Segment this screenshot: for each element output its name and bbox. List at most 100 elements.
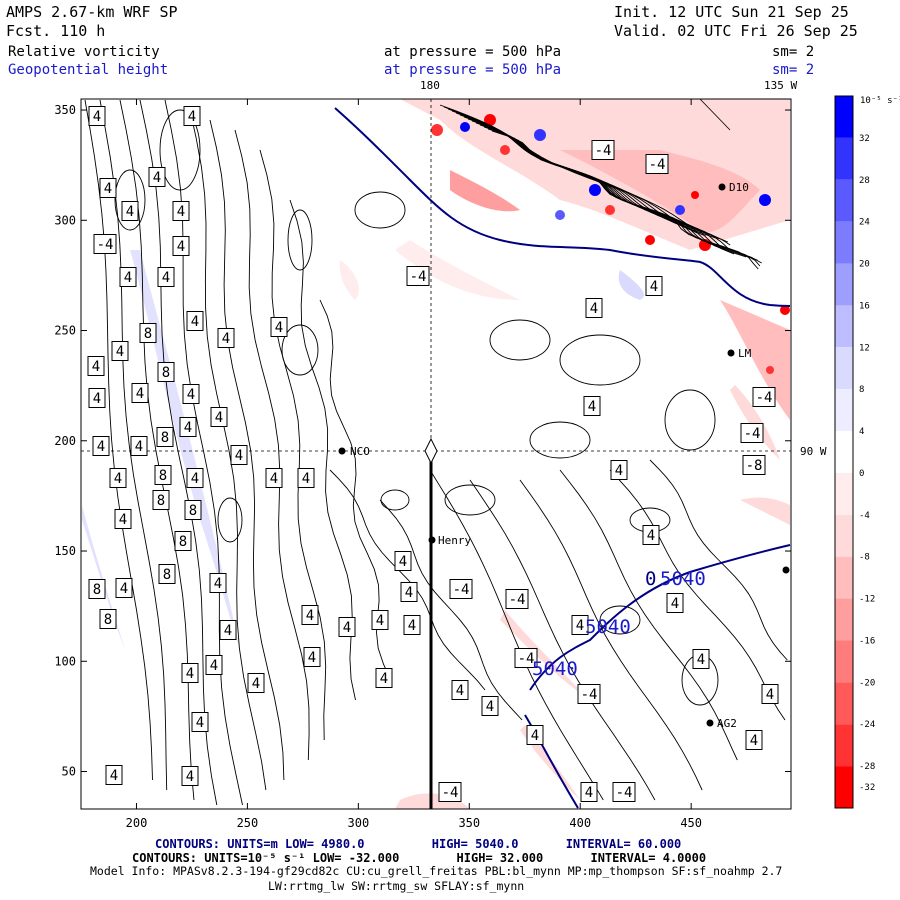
contour-label-box bbox=[182, 384, 200, 404]
contour-label-box bbox=[217, 328, 235, 348]
contour-label-text: 4 bbox=[650, 279, 658, 295]
contour-label-box bbox=[121, 201, 139, 221]
contour-label-text: 4 bbox=[376, 613, 384, 629]
contour-label-box bbox=[114, 509, 132, 529]
contour-label-box bbox=[301, 605, 319, 625]
contour-label-box bbox=[265, 468, 283, 488]
east-contour bbox=[429, 469, 604, 801]
contour-label-box bbox=[514, 648, 538, 668]
contour-label-text: 4 bbox=[188, 109, 196, 125]
colorbar-swatch bbox=[835, 137, 853, 180]
contour-label-box bbox=[610, 460, 628, 480]
contour-label-box bbox=[645, 154, 669, 174]
contour-label-box bbox=[645, 276, 663, 296]
colorbar-swatch bbox=[835, 263, 853, 306]
contour-label-text: 8 bbox=[162, 365, 170, 381]
west-contour bbox=[139, 99, 218, 806]
contour-loop bbox=[380, 489, 410, 511]
contour-label-text: 4 bbox=[186, 666, 194, 682]
colorbar-swatch bbox=[835, 472, 853, 515]
model-title: AMPS 2.67-km WRF SP bbox=[6, 3, 178, 21]
station-henry-marker bbox=[428, 536, 436, 544]
west-contour bbox=[234, 129, 310, 761]
colorbar-swatch bbox=[835, 724, 853, 767]
contour-label-text: -4 bbox=[518, 651, 535, 667]
contour-loop bbox=[159, 109, 201, 191]
footer-contours2-interval: INTERVAL= 4.0000 bbox=[590, 851, 707, 865]
y-tick-label-50: 50 bbox=[62, 765, 76, 779]
contour-label-text: 4 bbox=[531, 728, 539, 744]
contour-label-box bbox=[438, 782, 462, 802]
footer-contours2-prefix: CONTOURS: UNITS=10⁻⁵ s⁻¹ LOW= -32.000 bbox=[132, 851, 400, 865]
contour-label-text: 4 bbox=[647, 528, 655, 544]
footer-contours2: CONTOURS: UNITS=10⁻⁵ s⁻¹ LOW= -32.000 HI… bbox=[132, 852, 706, 864]
pressure2-label: at pressure = 500 hPa bbox=[384, 62, 562, 78]
colorbar-tick-12: 12 bbox=[859, 343, 870, 353]
contour-label-text: 4 bbox=[110, 768, 118, 784]
contour-label-text: 4 bbox=[186, 769, 194, 785]
lon-top-label: 180 bbox=[420, 79, 440, 92]
colorbar-swatch bbox=[835, 431, 853, 473]
contour-label-text: 4 bbox=[697, 652, 705, 668]
south-pole-marker bbox=[424, 437, 438, 465]
lat-right-label: 90 W bbox=[800, 445, 827, 458]
contour-label-box bbox=[297, 468, 315, 488]
contour-label-box bbox=[157, 362, 175, 382]
contour-label-text: 4 bbox=[93, 391, 101, 407]
height-contour-south bbox=[524, 714, 579, 809]
station-ag2-label: AG2 bbox=[717, 717, 737, 730]
colorbar-swatch bbox=[835, 682, 853, 725]
contour-label-text: 8 bbox=[144, 326, 152, 342]
contour-label-text: -4 bbox=[756, 390, 773, 406]
contour-label-text: 4 bbox=[270, 471, 278, 487]
contour-label-text: 4 bbox=[210, 658, 218, 674]
plot-frame bbox=[80, 98, 792, 810]
station-d10-marker bbox=[718, 183, 726, 191]
contour-label-text: 4 bbox=[214, 576, 222, 592]
contour-label-text: -4 bbox=[595, 143, 612, 159]
contour-label-text: 4 bbox=[177, 204, 185, 220]
contour-loop bbox=[664, 389, 716, 451]
contour-label-box bbox=[152, 490, 170, 510]
contour-label-box bbox=[219, 620, 237, 640]
contour-label-text: 4 bbox=[153, 170, 161, 186]
east-contour bbox=[649, 459, 788, 661]
west-contour bbox=[259, 149, 327, 741]
contour-label-text: 4 bbox=[184, 420, 192, 436]
contour-label-box bbox=[577, 684, 601, 704]
y-tick-label-300: 300 bbox=[54, 213, 76, 227]
field1-label: Relative vorticity bbox=[8, 44, 160, 60]
contour-label-text: 8 bbox=[159, 468, 167, 484]
sm1-label: sm= 2 bbox=[772, 44, 815, 60]
contour-label-text: 4 bbox=[224, 623, 232, 639]
stations: NCO Henry AG2 LM D10 bbox=[338, 181, 790, 730]
contour-label-box bbox=[394, 551, 412, 571]
colorbar-tick-32: 32 bbox=[859, 134, 870, 144]
station-lm-marker bbox=[727, 349, 735, 357]
contour-label-box bbox=[174, 531, 192, 551]
contour-label-text: -4 bbox=[581, 687, 598, 703]
contour-label-box bbox=[403, 615, 421, 635]
contour-label-text: 4 bbox=[114, 471, 122, 487]
colorbar-swatch bbox=[835, 389, 853, 432]
contour-label-text: 4 bbox=[162, 270, 170, 286]
valid-time: Valid. 02 UTC Fri 26 Sep 25 bbox=[614, 22, 858, 40]
sm2-label: sm= 2 bbox=[772, 62, 815, 78]
forecast-hour: Fcst. 110 h bbox=[6, 22, 106, 40]
contour-label-box bbox=[505, 589, 529, 609]
colorbar-tick--12: -12 bbox=[859, 595, 875, 605]
contour-loop bbox=[529, 421, 591, 459]
geopotential-contours bbox=[334, 107, 791, 809]
east-contour bbox=[519, 479, 703, 791]
footer-model-info2: LW:rrtmg_lw SW:rrtmg_sw SFLAY:sf_mynn bbox=[268, 879, 525, 893]
contour-label-box bbox=[184, 500, 202, 520]
contour-label-box bbox=[406, 266, 430, 286]
contour-label-box bbox=[642, 525, 660, 545]
contour-label-box bbox=[156, 427, 174, 447]
contour-label-box bbox=[451, 680, 469, 700]
contour-label-text: 8 bbox=[161, 430, 169, 446]
contour-label-text: -4 bbox=[616, 785, 633, 801]
contour-label-text: 4 bbox=[405, 585, 413, 601]
